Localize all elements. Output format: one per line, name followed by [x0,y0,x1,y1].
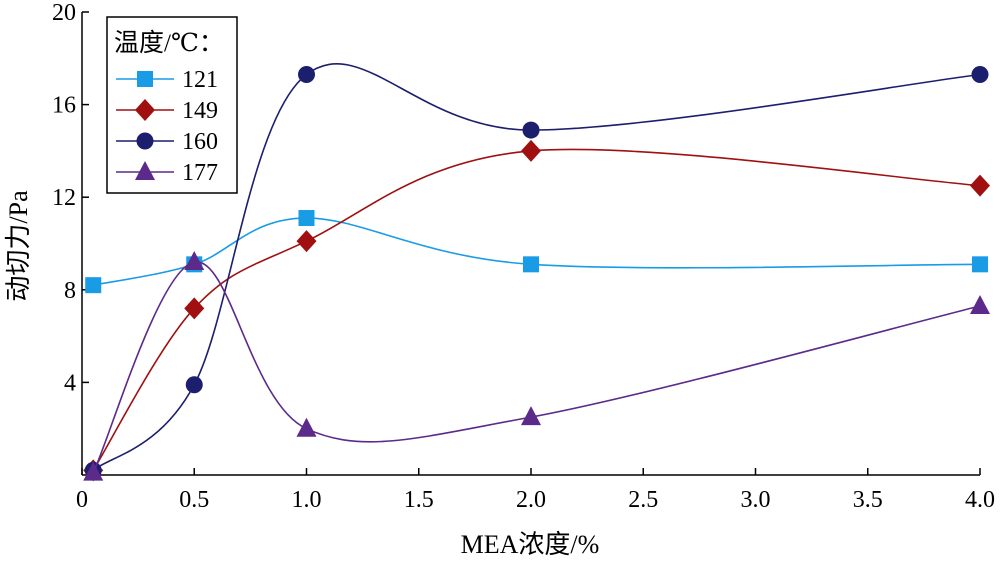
legend-label-177: 177 [182,160,218,186]
data-point-160 [298,66,315,84]
data-point-149 [970,174,990,197]
data-point-121 [298,210,315,227]
x-axis-label: MEA浓度/% [461,530,600,559]
legend-marker-177 [135,161,155,180]
data-point-121 [972,256,988,273]
data-point-177 [521,406,541,426]
x-tick-label: 0.5 [179,487,209,513]
series-160 [84,63,989,479]
data-point-149 [296,230,317,253]
x-tick-label: 1.5 [404,487,434,513]
data-point-177 [184,251,205,271]
x-tick-label: 4.0 [965,487,995,513]
series-line-160 [92,63,981,471]
legend-marker-121 [137,71,153,87]
legend-label-160: 160 [182,129,218,155]
legend-label-121: 121 [182,67,218,93]
data-point-160 [971,66,989,84]
legend-label-149: 149 [182,98,218,124]
x-tick-label: 2.0 [516,487,546,513]
series-line-177 [92,261,981,474]
y-tick-label: 4 [64,370,76,396]
data-point-121 [523,256,539,273]
legend-marker-149 [135,99,155,121]
data-point-177 [296,417,317,437]
y-tick-label: 8 [64,278,76,304]
legend: 温度/℃： 121 149 160 177 [106,16,238,194]
x-tick-label: 0 [76,487,88,513]
y-tick-label: 16 [52,93,76,119]
data-point-149 [184,297,205,320]
y-tick-label: 20 [52,0,76,26]
data-point-160 [185,376,203,394]
x-tick-label: 1.0 [292,487,322,513]
data-point-160 [522,121,540,139]
series-line-121 [93,217,981,286]
series-177 [83,251,990,481]
data-point-177 [83,461,104,481]
y-tick-label: 12 [52,185,76,211]
series-layer [83,63,990,482]
legend-marker-160 [136,132,154,150]
y-axis-label: 动切力/Pa [4,190,33,302]
series-121 [85,210,988,294]
x-tick-label: 3.5 [853,487,883,513]
axes: 0 0.5 1.0 1.5 2.0 2.5 3.0 3.5 4.0 4 8 12 16 20 [52,0,995,513]
data-point-121 [85,277,102,294]
x-tick-label: 3.0 [741,487,771,513]
series-line-149 [92,148,981,471]
legend-title: 温度/℃： [114,29,224,57]
x-tick-label: 2.5 [628,487,658,513]
data-point-177 [970,295,990,315]
data-point-149 [521,139,541,162]
legend-box [106,16,238,194]
